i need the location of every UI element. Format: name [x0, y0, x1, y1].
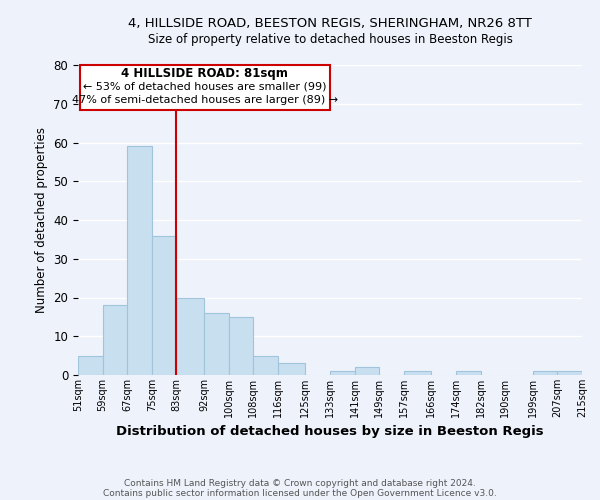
Bar [176, 298, 204, 375]
Bar [557, 371, 582, 375]
Bar [253, 356, 278, 375]
Text: 4, HILLSIDE ROAD, BEESTON REGIS, SHERINGHAM, NR26 8TT: 4, HILLSIDE ROAD, BEESTON REGIS, SHERING… [128, 18, 532, 30]
Bar [127, 146, 152, 375]
Bar [229, 317, 253, 375]
Bar [103, 305, 127, 375]
FancyBboxPatch shape [80, 65, 330, 110]
Text: Contains public sector information licensed under the Open Government Licence v3: Contains public sector information licen… [103, 488, 497, 498]
Bar [152, 236, 176, 375]
Bar [456, 371, 481, 375]
Text: 4 HILLSIDE ROAD: 81sqm: 4 HILLSIDE ROAD: 81sqm [121, 67, 288, 80]
Bar [278, 364, 305, 375]
Bar [355, 367, 379, 375]
Bar [330, 371, 355, 375]
X-axis label: Distribution of detached houses by size in Beeston Regis: Distribution of detached houses by size … [116, 426, 544, 438]
Y-axis label: Number of detached properties: Number of detached properties [35, 127, 48, 313]
Bar [404, 371, 431, 375]
Text: 47% of semi-detached houses are larger (89) →: 47% of semi-detached houses are larger (… [72, 95, 338, 105]
Bar [204, 313, 229, 375]
Text: ← 53% of detached houses are smaller (99): ← 53% of detached houses are smaller (99… [83, 82, 326, 92]
Bar [533, 371, 557, 375]
Bar [78, 356, 103, 375]
Text: Size of property relative to detached houses in Beeston Regis: Size of property relative to detached ho… [148, 32, 512, 46]
Text: Contains HM Land Registry data © Crown copyright and database right 2024.: Contains HM Land Registry data © Crown c… [124, 478, 476, 488]
